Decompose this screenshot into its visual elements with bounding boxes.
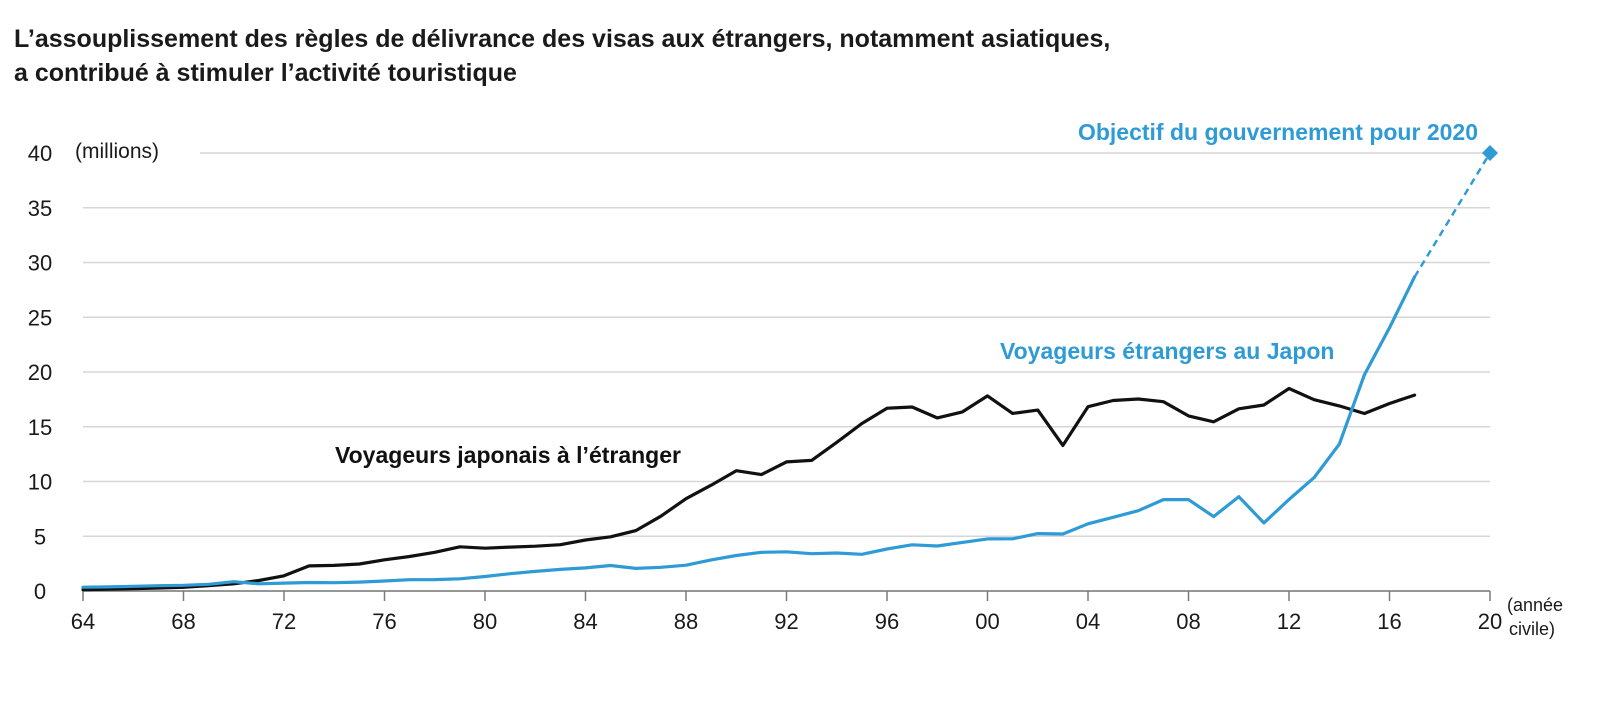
x-axis-unit-label-line-1: (année (1507, 595, 1563, 615)
chart-title-line-1: L’assouplissement des règles de délivran… (14, 25, 1111, 53)
series-line-foreign-travelers (81, 275, 1417, 589)
series-line-japanese-travelers (81, 386, 1417, 592)
y-tick-label: 35 (28, 196, 52, 221)
y-tick-label: 40 (28, 141, 52, 166)
target-marker (1482, 145, 1498, 161)
x-tick-label: 84 (573, 609, 597, 634)
target-label: Objectif du gouvernement pour 2020 (1078, 119, 1478, 145)
x-tick-label: 08 (1176, 609, 1200, 634)
y-tick-label: 0 (34, 579, 46, 604)
chart-title: L’assouplissement des règles de délivran… (14, 22, 1110, 90)
x-tick-label: 80 (473, 609, 497, 634)
x-tick-label: 96 (875, 609, 899, 634)
x-tick-label: 16 (1377, 609, 1401, 634)
x-tick-label: 00 (975, 609, 999, 634)
x-axis-ticks: 64 68 72 76 80 84 88 92 96 00 04 08 12 16 20 (71, 591, 1502, 634)
series-label-foreign-travelers: Voyageurs étrangers au Japon (1000, 338, 1334, 364)
x-tick-label: 72 (272, 609, 296, 634)
series-lines (81, 145, 1498, 592)
x-tick-label: 88 (674, 609, 698, 634)
x-tick-label: 92 (774, 609, 798, 634)
x-tick-label: 64 (71, 609, 95, 634)
chart-title-line-2: a contribué à stimuler l’activité touris… (14, 59, 517, 87)
y-tick-label: 20 (28, 360, 52, 385)
x-tick-label: 76 (372, 609, 396, 634)
y-tick-label: 15 (28, 415, 52, 440)
x-tick-label: 20 (1478, 609, 1502, 634)
x-axis-unit-label-line-2: civile) (1509, 619, 1555, 639)
y-axis-unit-label: (millions) (75, 140, 159, 163)
y-axis-ticks: 0 5 10 15 20 25 30 35 40 (28, 141, 52, 604)
y-tick-label: 25 (28, 305, 52, 330)
target-dashed-line (1413, 152, 1492, 278)
y-tick-label: 30 (28, 251, 52, 276)
y-tick-label: 5 (34, 524, 46, 549)
x-tick-label: 68 (171, 609, 195, 634)
grid-lines (83, 152, 1490, 592)
x-tick-label: 04 (1076, 609, 1100, 634)
y-tick-label: 10 (28, 470, 52, 495)
series-label-japanese-travelers: Voyageurs japonais à l’étranger (335, 442, 681, 468)
x-tick-label: 12 (1277, 609, 1301, 634)
